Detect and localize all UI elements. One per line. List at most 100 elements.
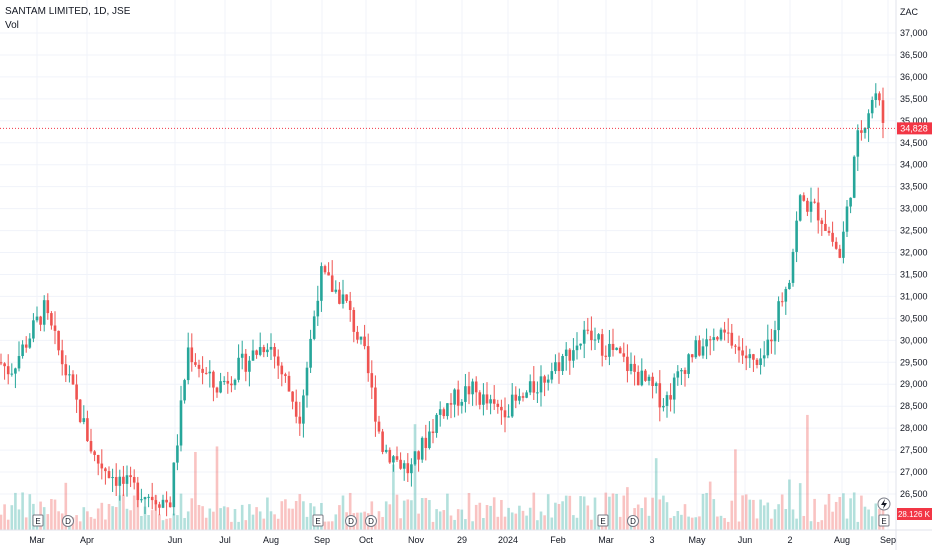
volume-bar (3, 504, 6, 530)
candle-body (240, 353, 244, 358)
volume-bar (460, 509, 464, 530)
volume-bar (384, 501, 388, 530)
grid (0, 0, 896, 530)
candle-body (352, 309, 356, 332)
volume-bar (788, 479, 791, 530)
price-tick-label: 35,000 (900, 116, 928, 126)
volume-bar (334, 514, 338, 530)
candle-body (132, 477, 136, 483)
candle-body (374, 387, 377, 422)
time-axis[interactable]: Mar Apr Jun Jul Aug Sep Oct Nov 29 2024 Feb Mar 3 May… (0, 529, 932, 545)
time-tick-label: 2024 (498, 535, 518, 545)
candle-body (590, 330, 593, 341)
volume-bar (230, 521, 233, 530)
candle-body (665, 395, 669, 406)
time-tick-label: Feb (550, 535, 566, 545)
time-tick-label: Aug (263, 535, 279, 545)
volume-bar (734, 449, 737, 530)
volume-bar (683, 504, 687, 530)
candle-body (39, 316, 42, 325)
volume-bar (244, 520, 248, 530)
volume-bar (42, 507, 46, 530)
candle-body (93, 451, 96, 455)
volume-bar (183, 517, 186, 530)
event-label: D (65, 517, 71, 526)
volume-bar (478, 502, 482, 530)
candle-body (384, 449, 388, 452)
candle-body (71, 374, 75, 385)
candle-body (305, 367, 309, 396)
candle-body (723, 329, 726, 333)
candle-body (651, 376, 654, 386)
candle-body (431, 431, 435, 433)
candle-body (492, 399, 496, 404)
price-axis[interactable]: ZAC 26,500 27,000 27,500 28,000 28,500 29,000 2… (895, 0, 928, 550)
volume-bar (593, 497, 597, 530)
candle-body (852, 156, 856, 198)
volume-bar (870, 516, 874, 530)
candle-body (309, 338, 312, 368)
volume-bar (748, 499, 752, 530)
price-tick-label: 36,000 (900, 72, 928, 82)
symbol-title[interactable]: SANTAM LIMITED, 1D, JSE (5, 6, 131, 17)
candle-body (611, 343, 615, 350)
candle-body (201, 368, 204, 373)
price-tick-label: 32,000 (900, 248, 928, 258)
volume-bar (564, 495, 568, 530)
volume-bar (280, 501, 284, 530)
candle-body (561, 356, 564, 372)
candle-body (456, 389, 460, 406)
candle-body (395, 456, 399, 460)
candle-body (734, 345, 737, 347)
volume-bar (831, 511, 834, 530)
candle-body (568, 349, 572, 361)
volume-bar (647, 515, 651, 530)
candle-body (489, 399, 492, 404)
volume-bar (226, 507, 230, 530)
price-tick-label: 33,500 (900, 182, 928, 192)
volume-bar (867, 509, 870, 530)
price-tick-label: 30,000 (900, 335, 928, 345)
candle-body (622, 353, 626, 357)
candle-body (107, 471, 111, 479)
candle-body (708, 339, 712, 341)
volume-bar (168, 518, 172, 530)
volume-bar (842, 493, 845, 530)
volume-label[interactable]: Vol (5, 20, 19, 31)
candle-body (150, 496, 154, 501)
candle-body (726, 332, 730, 334)
volume-bar (132, 495, 136, 530)
candle-body (856, 130, 860, 157)
candle-body (125, 475, 129, 484)
candle-body (683, 370, 687, 374)
time-tick-label: Aug (834, 535, 850, 545)
candle-body (35, 316, 39, 321)
candle-body (230, 383, 233, 386)
volume-bar (582, 496, 586, 530)
candle-body (197, 364, 201, 369)
candle-body (165, 499, 168, 503)
volume-bar (860, 495, 863, 530)
candle-body (312, 316, 316, 339)
candle-body (579, 343, 582, 346)
volume-bar (482, 517, 485, 530)
volume-bar (323, 521, 327, 530)
candle-body (32, 320, 35, 339)
volume-bar (0, 514, 3, 530)
volume-bar (194, 451, 197, 530)
volume-bar (806, 414, 809, 530)
volume-bar (456, 509, 460, 530)
time-tick-label: Jun (738, 535, 753, 545)
volume-bar (449, 515, 453, 530)
candle-body (600, 334, 604, 356)
candle-body (406, 463, 410, 474)
candle-body (449, 403, 453, 405)
candle-body (291, 391, 294, 402)
candle-body (14, 368, 17, 374)
volume-bar (496, 516, 500, 530)
volume-bar (158, 514, 161, 530)
candle-body (546, 379, 550, 383)
volume-bar (737, 521, 741, 530)
